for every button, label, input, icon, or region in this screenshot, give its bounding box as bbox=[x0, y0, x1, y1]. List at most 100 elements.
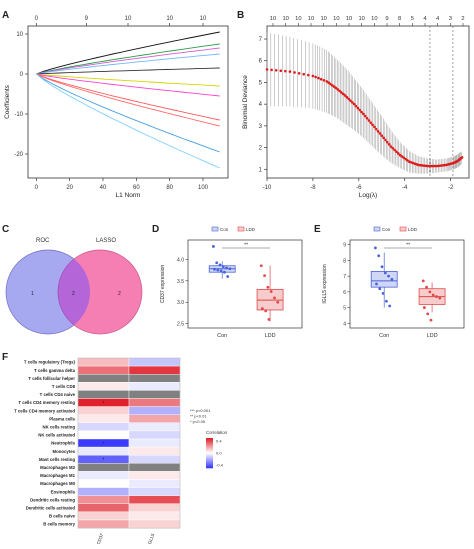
heatmap-cell bbox=[128, 487, 181, 496]
heatmap-row-label: Plasma cells bbox=[49, 416, 75, 421]
deviance-point bbox=[270, 68, 273, 72]
x-tick-label: -10 bbox=[263, 185, 272, 191]
heatmap-cell bbox=[77, 414, 130, 423]
deviance-point bbox=[431, 164, 435, 168]
data-point bbox=[428, 290, 432, 294]
deviance-point bbox=[376, 130, 380, 133]
colorbar-segment bbox=[206, 449, 213, 451]
coefficient-path bbox=[36, 67, 220, 75]
data-point bbox=[387, 274, 390, 278]
cd37-boxplot: Con LDD Con LDD ** 4.0 3.5 3.0 2.5 CD37 expressio… bbox=[160, 226, 303, 339]
data-point bbox=[438, 296, 442, 300]
heatmap-cell bbox=[128, 422, 181, 432]
deviance-point bbox=[389, 145, 393, 148]
top-tick-label: 0 bbox=[35, 16, 39, 22]
deviance-point bbox=[334, 86, 338, 90]
top-tick-label: 9 bbox=[85, 16, 89, 22]
y-tick-label: -20 bbox=[14, 152, 23, 158]
coefficient-path bbox=[36, 53, 220, 75]
data-point bbox=[228, 267, 232, 271]
plot-frame bbox=[27, 25, 229, 179]
heatmap-cell bbox=[128, 454, 181, 464]
deviance-point bbox=[404, 157, 407, 161]
top-tick-label: 4 bbox=[423, 16, 427, 22]
colorbar-segment bbox=[206, 444, 213, 446]
heatmap-row-label: Macrophages M2 bbox=[40, 465, 75, 470]
colorbar-segment bbox=[206, 467, 213, 469]
heatmap-cell bbox=[77, 374, 130, 383]
panel-letter: E bbox=[314, 224, 321, 235]
heatmap-row-label: Macrophages M0 bbox=[40, 481, 75, 486]
data-point bbox=[421, 279, 425, 283]
heatmap-row-label: NK cells resting bbox=[43, 424, 76, 429]
deviance-point bbox=[343, 94, 347, 97]
deviance-point bbox=[367, 119, 371, 122]
deviance-point bbox=[288, 70, 292, 73]
box-body bbox=[370, 271, 398, 288]
deviance-point bbox=[279, 69, 283, 73]
top-tick-label: 9 bbox=[385, 16, 388, 22]
deviance-point bbox=[297, 72, 301, 75]
coefficient-path bbox=[36, 47, 220, 75]
x-tick-label: -8 bbox=[310, 185, 316, 191]
significance-legend-item: * p<0.05 bbox=[190, 419, 206, 424]
top-tick-label: 10 bbox=[166, 16, 173, 22]
heatmap-star: * bbox=[103, 458, 105, 464]
deviance-point bbox=[433, 164, 437, 168]
data-point bbox=[266, 285, 270, 289]
heatmap-cell bbox=[128, 511, 181, 521]
heatmap-row-label: B cells memory bbox=[43, 522, 75, 527]
deviance-point bbox=[356, 106, 360, 110]
colorbar-tick-label: 0.4 bbox=[216, 439, 222, 444]
heatmap-cell bbox=[128, 446, 181, 456]
deviance-point bbox=[384, 138, 387, 142]
deviance-point bbox=[406, 159, 409, 162]
deviance-point bbox=[402, 156, 406, 160]
heatmap-cell bbox=[128, 471, 181, 480]
deviance-point bbox=[398, 153, 402, 157]
deviance-point bbox=[400, 155, 404, 158]
heatmap-row-label: T cells CD8 bbox=[52, 384, 76, 389]
heatmap-row-label: Macrophages M1 bbox=[40, 473, 75, 478]
deviance-point bbox=[341, 92, 345, 96]
top-tick-label: 3 bbox=[449, 16, 452, 22]
top-tick-label: 2 bbox=[461, 16, 464, 22]
deviance-point bbox=[330, 83, 334, 87]
deviance-point bbox=[311, 74, 315, 78]
heatmap-cell bbox=[128, 430, 181, 440]
heatmap-cell bbox=[77, 430, 130, 440]
heatmap-cell bbox=[128, 382, 181, 391]
data-point bbox=[435, 295, 438, 298]
top-tick-label: 10 bbox=[371, 16, 377, 22]
deviance-point bbox=[354, 104, 358, 108]
deviance-point bbox=[365, 116, 369, 120]
heatmap-row-label: Eosinophils bbox=[51, 489, 76, 494]
significance-legend-item: *** p<0.001 bbox=[190, 408, 211, 413]
data-point bbox=[212, 245, 215, 248]
deviance-point bbox=[428, 164, 431, 168]
deviance-point bbox=[265, 68, 269, 71]
legend-label: Con bbox=[382, 227, 391, 232]
coefficient-path bbox=[36, 73, 220, 153]
panel-b: B -10 -8 -6 -4 -2 10 10 10 10 10 10 10 10 10 9 8 5 4 4 3 2 1 2… bbox=[237, 0, 474, 200]
colorbar-segment bbox=[206, 455, 213, 457]
data-point bbox=[378, 287, 382, 291]
colorbar-segment bbox=[206, 447, 213, 449]
x-tick-label: -4 bbox=[402, 185, 408, 191]
y-axis-label: Binomial Deviance bbox=[242, 75, 249, 129]
deviance-point bbox=[369, 121, 373, 124]
heatmap-row-label: Dendritic cells resting bbox=[30, 497, 75, 502]
y-axis-label: CD37 expression bbox=[160, 265, 166, 304]
heatmap-cell bbox=[77, 471, 130, 480]
deviance-point bbox=[426, 164, 429, 168]
y-tick-label: 0 bbox=[20, 72, 24, 78]
data-point bbox=[276, 300, 280, 304]
deviance-point bbox=[397, 152, 400, 155]
y-tick-label: 2.5 bbox=[177, 322, 184, 328]
top-tick-label: 10 bbox=[308, 16, 314, 22]
x-tick-label: 80 bbox=[166, 185, 173, 191]
deviance-point bbox=[393, 148, 396, 152]
y-tick-label: 4 bbox=[343, 321, 346, 327]
signif-label: ** bbox=[244, 243, 248, 249]
heatmap-cell bbox=[77, 463, 130, 472]
